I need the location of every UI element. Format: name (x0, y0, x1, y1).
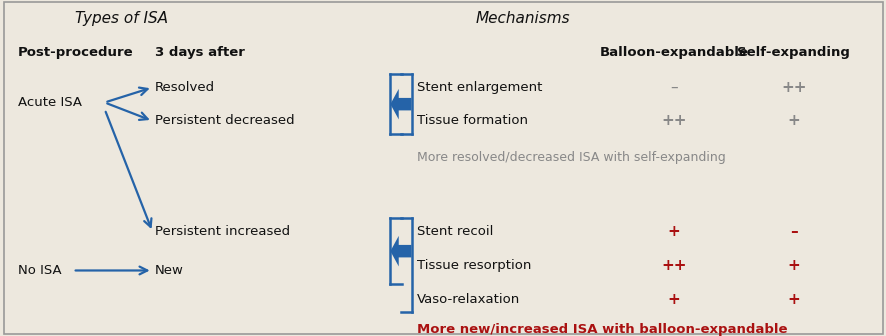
Text: Tissue resorption: Tissue resorption (416, 259, 531, 272)
Text: Acute ISA: Acute ISA (18, 96, 82, 109)
Text: Post-procedure: Post-procedure (18, 46, 133, 58)
Text: Persistent decreased: Persistent decreased (155, 115, 294, 127)
Text: +: + (787, 114, 799, 128)
Text: More new/increased ISA with balloon-expandable: More new/increased ISA with balloon-expa… (416, 323, 787, 336)
Text: +: + (787, 292, 799, 306)
Text: Stent enlargement: Stent enlargement (416, 81, 541, 94)
Text: Resolved: Resolved (155, 81, 215, 94)
Text: ++: ++ (781, 80, 805, 95)
Text: +: + (667, 292, 680, 306)
Text: ++: ++ (661, 114, 686, 128)
Text: No ISA: No ISA (18, 264, 61, 277)
Text: Persistent increased: Persistent increased (155, 225, 290, 238)
Text: Mechanisms: Mechanisms (476, 11, 570, 26)
Text: More resolved/decreased ISA with self-expanding: More resolved/decreased ISA with self-ex… (416, 152, 725, 164)
Text: +: + (787, 258, 799, 273)
Text: New: New (155, 264, 184, 277)
Text: Self-expanding: Self-expanding (736, 46, 850, 58)
Text: +: + (667, 224, 680, 239)
Text: –: – (670, 80, 677, 95)
Text: ++: ++ (661, 258, 686, 273)
Text: Vaso-relaxation: Vaso-relaxation (416, 293, 519, 305)
Text: –: – (789, 224, 797, 239)
Text: Stent recoil: Stent recoil (416, 225, 493, 238)
Text: Types of ISA: Types of ISA (75, 11, 168, 26)
Text: Balloon-expandable: Balloon-expandable (599, 46, 748, 58)
Text: 3 days after: 3 days after (155, 46, 245, 58)
Text: Tissue formation: Tissue formation (416, 115, 527, 127)
